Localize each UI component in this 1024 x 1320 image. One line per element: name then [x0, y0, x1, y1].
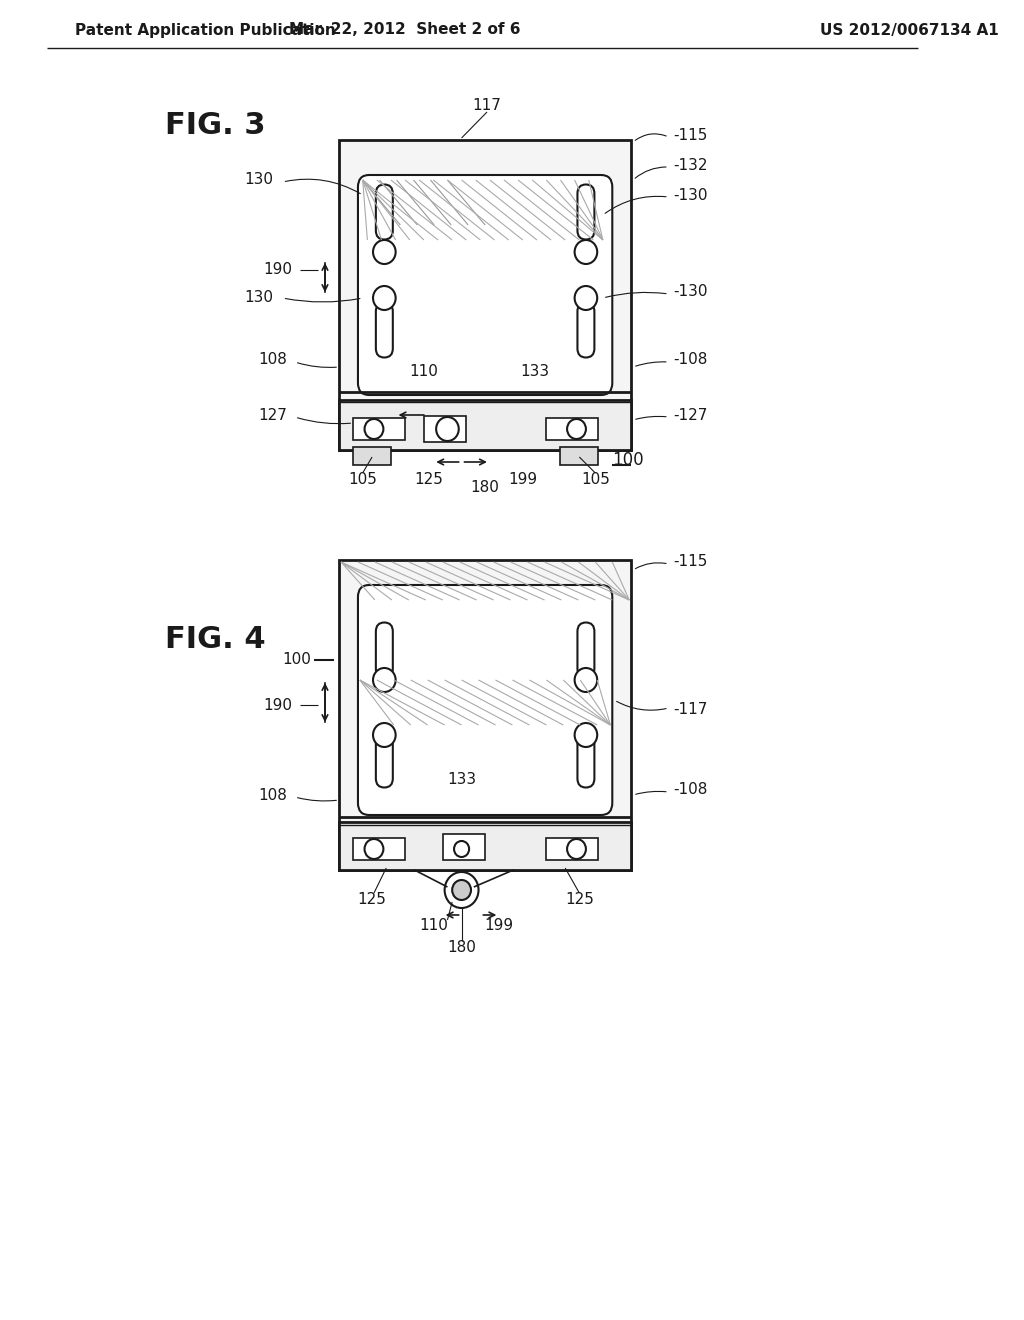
Text: 190: 190	[263, 697, 292, 713]
Circle shape	[444, 873, 478, 908]
Circle shape	[436, 417, 459, 441]
Text: -108: -108	[674, 783, 708, 797]
Text: 108: 108	[258, 352, 288, 367]
Text: -115: -115	[674, 128, 708, 143]
Text: Mar. 22, 2012  Sheet 2 of 6: Mar. 22, 2012 Sheet 2 of 6	[290, 22, 521, 37]
Text: 125: 125	[357, 892, 386, 908]
Text: 130: 130	[244, 290, 273, 305]
Text: 180: 180	[471, 479, 500, 495]
FancyBboxPatch shape	[578, 733, 594, 788]
FancyBboxPatch shape	[376, 733, 393, 788]
Bar	[442, 834, 485, 861]
Text: 117: 117	[472, 98, 502, 112]
Bar	[353, 418, 406, 440]
FancyBboxPatch shape	[376, 302, 393, 358]
Circle shape	[567, 840, 586, 859]
Text: 199: 199	[484, 917, 514, 932]
Circle shape	[574, 668, 597, 692]
FancyBboxPatch shape	[376, 185, 393, 239]
Text: FIG. 3: FIG. 3	[165, 111, 265, 140]
FancyBboxPatch shape	[358, 176, 612, 395]
FancyBboxPatch shape	[578, 302, 594, 358]
Text: -108: -108	[674, 352, 708, 367]
Text: 127: 127	[258, 408, 288, 422]
Bar	[339, 400, 631, 450]
FancyBboxPatch shape	[578, 185, 594, 239]
Bar	[353, 447, 391, 465]
Circle shape	[567, 418, 586, 440]
Bar	[339, 140, 631, 450]
Bar	[424, 416, 466, 442]
Text: -130: -130	[674, 187, 708, 202]
Text: Patent Application Publication: Patent Application Publication	[76, 22, 336, 37]
Circle shape	[574, 723, 597, 747]
Text: 133: 133	[520, 364, 550, 380]
Circle shape	[365, 418, 383, 440]
Text: 110: 110	[419, 917, 447, 932]
Bar	[547, 838, 598, 861]
Text: 100: 100	[612, 451, 644, 469]
Bar	[547, 418, 598, 440]
Circle shape	[373, 286, 395, 310]
Bar	[560, 447, 598, 465]
Text: US 2012/0067134 A1: US 2012/0067134 A1	[819, 22, 998, 37]
Text: 190: 190	[263, 263, 292, 277]
Text: 105: 105	[581, 473, 609, 487]
Bar	[353, 838, 406, 861]
Text: 133: 133	[447, 772, 476, 788]
Circle shape	[373, 240, 395, 264]
Circle shape	[373, 723, 395, 747]
Circle shape	[365, 840, 383, 859]
Bar	[339, 560, 631, 870]
Text: 108: 108	[258, 788, 288, 803]
FancyBboxPatch shape	[376, 623, 393, 677]
Text: 100: 100	[282, 652, 311, 668]
Bar	[339, 822, 631, 870]
Text: 125: 125	[565, 892, 594, 908]
Text: -115: -115	[674, 554, 708, 569]
Text: -127: -127	[674, 408, 708, 422]
Text: 105: 105	[348, 473, 377, 487]
Text: 180: 180	[447, 940, 476, 956]
Text: -130: -130	[674, 285, 708, 300]
FancyBboxPatch shape	[578, 623, 594, 677]
Text: -117: -117	[674, 702, 708, 718]
FancyBboxPatch shape	[358, 585, 612, 814]
Text: FIG. 4: FIG. 4	[165, 626, 265, 655]
Circle shape	[454, 841, 469, 857]
Text: -132: -132	[674, 157, 708, 173]
Text: 199: 199	[508, 473, 538, 487]
Text: 110: 110	[410, 364, 438, 380]
Text: 125: 125	[414, 473, 443, 487]
Circle shape	[453, 880, 471, 900]
Circle shape	[574, 286, 597, 310]
Circle shape	[373, 668, 395, 692]
Text: 130: 130	[244, 173, 273, 187]
Circle shape	[574, 240, 597, 264]
